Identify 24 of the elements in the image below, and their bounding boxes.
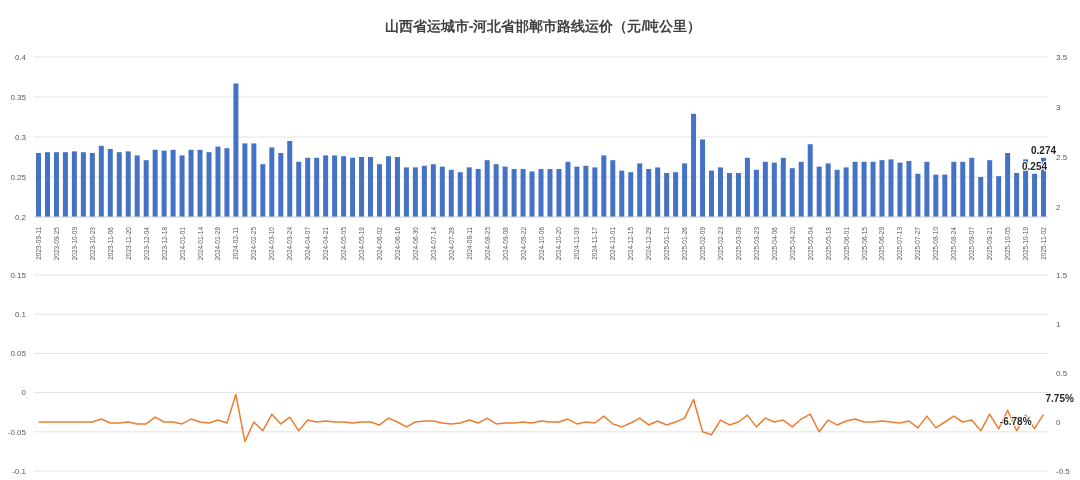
data-label: 7.75% bbox=[1045, 393, 1074, 405]
y-tick-label: 0.1 bbox=[14, 310, 27, 320]
chart-title: 山西省运城市-河北省邯郸市路线运价（元/吨公里） bbox=[383, 17, 703, 36]
y-tick-label: -0.1 bbox=[12, 466, 27, 476]
y-tick-label: 0.3 bbox=[14, 132, 27, 142]
y2-tick-label: 0.5 bbox=[1056, 368, 1068, 378]
y-tick-label: 0.35 bbox=[10, 92, 27, 102]
y-tick-label: 0.2 bbox=[14, 212, 27, 222]
y2-tick-label: 1.5 bbox=[1056, 270, 1068, 280]
y-tick-label: -0.05 bbox=[7, 427, 27, 437]
y2-tick-label: 0 bbox=[1056, 417, 1061, 427]
y2-tick-label: 3.5 bbox=[1056, 52, 1068, 62]
y2-tick-label: 2.5 bbox=[1056, 152, 1068, 162]
y2-tick-label: 2 bbox=[1056, 202, 1061, 212]
y-tick-label: 0 bbox=[21, 388, 27, 398]
y-tick-label: 0.05 bbox=[10, 349, 27, 359]
line-series bbox=[37, 393, 1045, 443]
y-tick-label: 0.15 bbox=[10, 270, 27, 280]
data-label: 0.274 bbox=[1031, 144, 1057, 156]
y-tick-label: 0.25 bbox=[10, 172, 27, 182]
y2-tick-label: 1 bbox=[1056, 319, 1061, 329]
y2-tick-label: -0.5 bbox=[1056, 466, 1071, 476]
y-tick-label: 0.4 bbox=[14, 52, 27, 62]
y2-tick-label: 3 bbox=[1056, 102, 1061, 112]
